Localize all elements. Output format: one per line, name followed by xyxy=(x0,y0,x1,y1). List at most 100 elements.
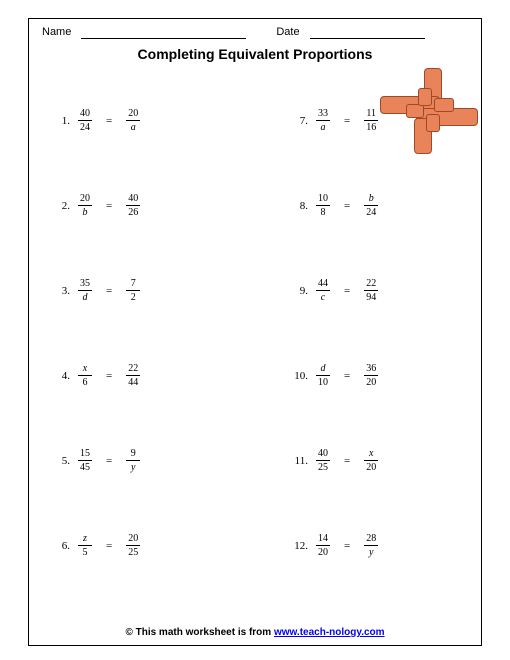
fraction: 33a xyxy=(314,108,332,133)
date-blank[interactable] xyxy=(310,29,425,39)
equals-sign: = xyxy=(344,370,350,382)
problem: 1.4024=20a xyxy=(52,78,260,163)
fraction: 20b xyxy=(76,193,94,218)
equals-sign: = xyxy=(106,370,112,382)
denominator: 5 xyxy=(78,545,92,558)
problem-number: 12. xyxy=(290,540,308,552)
fraction: b24 xyxy=(362,193,380,218)
problem-number: 9. xyxy=(290,285,308,297)
denominator: 25 xyxy=(316,460,330,473)
equals-sign: = xyxy=(106,455,112,467)
problem: 3. 35d = 72 xyxy=(52,248,260,333)
content-area: Name Date Completing Equivalent Proporti… xyxy=(28,18,482,642)
numerator: z xyxy=(81,533,89,545)
denominator: 26 xyxy=(126,205,140,218)
problem-number: 7. xyxy=(290,115,308,127)
footer: © This math worksheet is from www.teach-… xyxy=(28,627,482,638)
problem: 9. 44c = 2294 xyxy=(260,248,468,333)
denominator: b xyxy=(78,205,92,218)
numerator: 20 xyxy=(126,108,140,120)
date-label: Date xyxy=(276,26,299,38)
fraction: x20 xyxy=(362,448,380,473)
fraction: d10 xyxy=(314,363,332,388)
denominator: 44 xyxy=(126,375,140,388)
problem-number: 2. xyxy=(52,200,70,212)
denominator: a xyxy=(126,120,140,133)
numerator: 33 xyxy=(316,108,330,120)
equals-sign: = xyxy=(344,455,350,467)
numerator: 35 xyxy=(78,278,92,290)
fraction: 20a xyxy=(124,108,142,133)
denominator: 10 xyxy=(316,375,330,388)
fraction: 9y xyxy=(124,448,142,473)
numerator: x xyxy=(367,448,375,460)
denominator: 94 xyxy=(364,290,378,303)
fraction: 1545 xyxy=(76,448,94,473)
name-label: Name xyxy=(42,26,71,38)
denominator: y xyxy=(364,545,378,558)
equals-sign: = xyxy=(106,285,112,297)
numerator: 11 xyxy=(364,108,378,120)
denominator: y xyxy=(126,460,140,473)
numerator: x xyxy=(81,363,89,375)
fraction: 72 xyxy=(124,278,142,303)
denominator: d xyxy=(78,290,92,303)
denominator: 16 xyxy=(364,120,378,133)
problem: 2.20b=4026 xyxy=(52,163,260,248)
equals-sign: = xyxy=(344,540,350,552)
problem-number: 6. xyxy=(52,540,70,552)
denominator: 20 xyxy=(316,545,330,558)
footer-prefix: © This math worksheet is from xyxy=(125,627,274,638)
numerator: 7 xyxy=(129,278,138,290)
numerator: 9 xyxy=(129,448,138,460)
problem-number: 11. xyxy=(290,455,308,467)
fraction: x6 xyxy=(76,363,94,388)
name-blank[interactable] xyxy=(81,29,246,39)
numerator: 40 xyxy=(78,108,92,120)
denominator: 24 xyxy=(364,205,378,218)
fraction: 3620 xyxy=(362,363,380,388)
equals-sign: = xyxy=(344,285,350,297)
problem-number: 3. xyxy=(52,285,70,297)
problem-number: 8. xyxy=(290,200,308,212)
problem: 5. 1545 = 9y xyxy=(52,418,260,503)
hands-decoration-icon xyxy=(380,62,480,158)
problem: 12. 1420 = 28y xyxy=(260,503,468,588)
equals-sign: = xyxy=(106,540,112,552)
fraction: 1116 xyxy=(362,108,380,133)
problem-number: 5. xyxy=(52,455,70,467)
fraction: 4026 xyxy=(124,193,142,218)
denominator: c xyxy=(316,290,330,303)
denominator: 20 xyxy=(364,460,378,473)
numerator: 20 xyxy=(78,193,92,205)
denominator: 45 xyxy=(78,460,92,473)
fraction: 2025 xyxy=(124,533,142,558)
fraction: 1420 xyxy=(314,533,332,558)
fraction: 4024 xyxy=(76,108,94,133)
equals-sign: = xyxy=(106,115,112,127)
numerator: 40 xyxy=(316,448,330,460)
numerator: 22 xyxy=(364,278,378,290)
fraction: 2244 xyxy=(124,363,142,388)
fraction: 44c xyxy=(314,278,332,303)
numerator: 22 xyxy=(126,363,140,375)
equals-sign: = xyxy=(344,115,350,127)
fraction: 4025 xyxy=(314,448,332,473)
footer-link[interactable]: www.teach-nology.com xyxy=(274,627,385,638)
problem: 4. x6 = 2244 xyxy=(52,333,260,418)
numerator: b xyxy=(367,193,376,205)
header-line: Name Date xyxy=(42,26,468,38)
problem-number: 4. xyxy=(52,370,70,382)
numerator: 40 xyxy=(126,193,140,205)
denominator: 6 xyxy=(78,375,92,388)
denominator: a xyxy=(316,120,330,133)
equals-sign: = xyxy=(344,200,350,212)
numerator: 15 xyxy=(78,448,92,460)
denominator: 8 xyxy=(316,205,330,218)
numerator: 20 xyxy=(126,533,140,545)
fraction: 28y xyxy=(362,533,380,558)
fraction: 35d xyxy=(76,278,94,303)
fraction: 108 xyxy=(314,193,332,218)
numerator: 44 xyxy=(316,278,330,290)
numerator: 28 xyxy=(364,533,378,545)
